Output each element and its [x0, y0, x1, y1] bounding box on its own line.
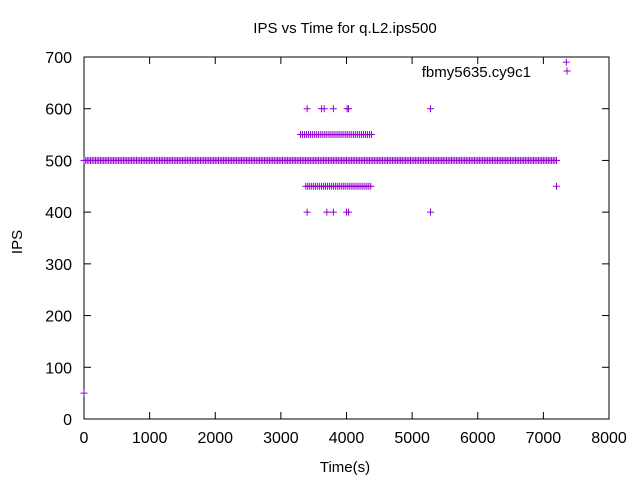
data-point	[367, 182, 375, 190]
data-point	[303, 105, 311, 113]
data-point	[320, 105, 328, 113]
data-point	[427, 208, 434, 216]
legend-label: fbmy5635.cy9c1	[422, 64, 531, 81]
y-tick-label: 500	[45, 153, 72, 170]
data-point	[323, 208, 331, 216]
x-tick-label: 3000	[263, 430, 299, 447]
y-tick-label: 100	[45, 360, 72, 377]
x-tick-label: 6000	[460, 430, 496, 447]
legend-marker	[563, 67, 571, 75]
data-point	[367, 131, 375, 139]
data-point	[329, 105, 337, 113]
data-point	[553, 182, 560, 190]
data-point	[329, 208, 337, 216]
x-tick-label: 2000	[197, 430, 233, 447]
data-point	[553, 156, 560, 164]
x-axis-label: Time(s)	[320, 459, 370, 476]
legend: fbmy5635.cy9c1	[422, 64, 571, 81]
y-axis: 0 100 200 300 400 500 600 700	[45, 50, 609, 429]
x-axis: 0 1000 2000 3000 4000 5000 6000 7000 8000	[80, 57, 627, 447]
x-tick-label: 0	[80, 430, 89, 447]
y-tick-label: 700	[45, 50, 72, 67]
x-tick-label: 1000	[132, 430, 168, 447]
y-tick-label: 300	[45, 257, 72, 274]
x-tick-label: 5000	[394, 430, 430, 447]
plot-border	[83, 56, 610, 420]
y-tick-label: 400	[45, 205, 72, 222]
plot-area	[83, 56, 610, 420]
data-point	[303, 208, 311, 216]
chart-title: IPS vs Time for q.L2.ips500	[253, 20, 436, 37]
y-tick-label: 200	[45, 309, 72, 326]
data-point	[344, 208, 352, 216]
data-point	[80, 389, 88, 397]
y-axis-label: IPS	[9, 230, 26, 254]
y-tick-label: 0	[63, 412, 72, 429]
x-tick-label: 7000	[526, 430, 562, 447]
x-tick-label: 8000	[591, 430, 627, 447]
data-point	[344, 105, 352, 113]
x-tick-label: 4000	[329, 430, 365, 447]
data-point	[562, 58, 570, 66]
data-point	[427, 105, 434, 113]
data-points	[80, 58, 570, 397]
y-tick-label: 600	[45, 102, 72, 119]
